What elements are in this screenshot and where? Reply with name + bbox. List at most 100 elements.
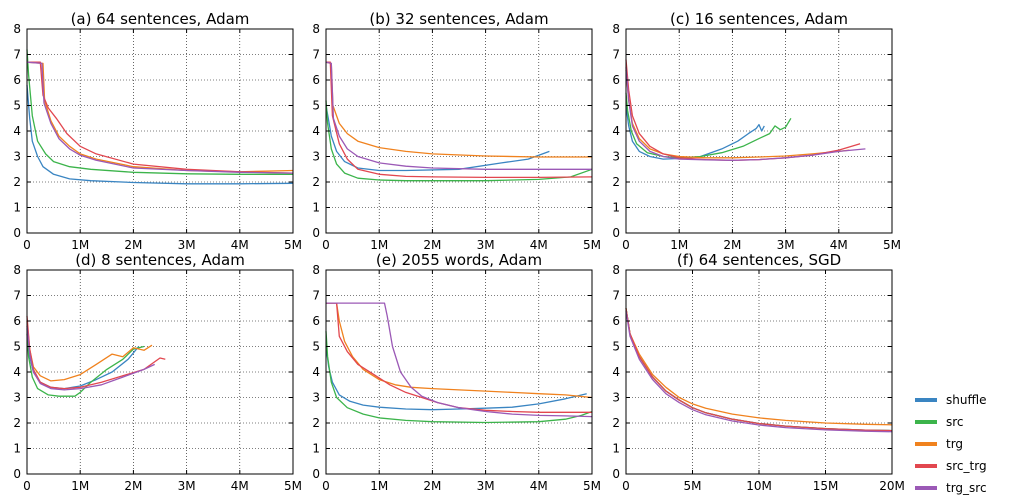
y-tick-label: 3 (13, 391, 21, 405)
chart-title: (e) 2055 words, Adam (376, 251, 542, 269)
y-tick-label: 1 (312, 442, 320, 456)
x-tick-label: 4M (231, 238, 249, 252)
chart-panel-1: 0 1M 2M 3M 4M 5M 0 1 2 3 4 5 6 7 8 (a) 64 sentences, Ad… (13, 10, 302, 252)
y-tick-label: 0 (612, 226, 620, 240)
x-tick-label: 5M (583, 479, 601, 493)
series-line-trg_src (325, 61, 592, 170)
series-line-src_trg (27, 61, 294, 174)
y-tick-label: 7 (312, 289, 320, 303)
series-line-trg_src (26, 61, 294, 174)
series-line-trg (625, 308, 893, 426)
y-tick-label: 0 (312, 226, 320, 240)
y-tick-label: 0 (13, 226, 21, 240)
chart-title: (f) 64 sentences, SGD (677, 251, 841, 269)
chart-panel-3: 0 1M 2M 3M 4M 5M 0 1 2 3 4 5 6 7 8 (c) 16 sentences, Ad… (612, 10, 901, 252)
y-tick-label: 1 (612, 201, 620, 215)
series-line-src_trg (625, 59, 861, 161)
y-tick-label: 0 (612, 467, 620, 481)
series-line-trg_src (26, 326, 155, 391)
y-tick-label: 7 (312, 48, 320, 62)
y-tick-label: 7 (13, 289, 21, 303)
chart-panel-2: 0 1M 2M 3M 4M 5M 0 1 2 3 4 5 6 7 8 (b) 32 sentences, Ad… (312, 10, 601, 252)
y-tick-label: 8 (312, 22, 320, 36)
y-tick-label: 6 (312, 73, 320, 87)
x-tick-label: 0 (622, 479, 630, 493)
series-line-src (26, 333, 145, 397)
legend: shuffle src trg src_trg trg_src (915, 393, 987, 495)
series-line-src_trg (326, 302, 592, 413)
legend-label-src_trg: src_trg (946, 459, 987, 473)
series-line-trg (325, 61, 592, 158)
y-tick-label: 6 (612, 73, 620, 87)
y-tick-label: 0 (312, 467, 320, 481)
x-tick-label: 5M (583, 238, 601, 252)
x-tick-label: 10M (746, 479, 772, 493)
x-tick-label: 4M (231, 479, 249, 493)
x-tick-label: 3M (777, 238, 795, 252)
series-line-trg (26, 61, 294, 173)
x-tick-label: 20M (879, 479, 905, 493)
x-tick-label: 2M (423, 479, 441, 493)
y-tick-label: 2 (312, 416, 320, 430)
y-tick-label: 1 (13, 442, 21, 456)
y-tick-label: 3 (13, 150, 21, 164)
series-line-src (325, 100, 593, 182)
legend-label-trg_src: trg_src (946, 481, 987, 495)
series-line-src (325, 331, 593, 424)
y-tick-label: 8 (612, 263, 620, 277)
series-line-src_trg (326, 61, 593, 179)
series-line-src_trg (625, 308, 893, 432)
y-tick-label: 8 (13, 263, 21, 277)
y-tick-label: 3 (612, 391, 620, 405)
x-tick-label: 1M (670, 238, 688, 252)
x-tick-label: 4M (530, 238, 548, 252)
y-tick-label: 1 (312, 201, 320, 215)
chart-panel-4: 0 1M 2M 3M 4M 5M 0 1 2 3 4 5 6 7 8 (d) 8 sentences, Ada… (13, 251, 302, 493)
y-tick-label: 2 (13, 416, 21, 430)
chart-title: (b) 32 sentences, Adam (369, 10, 548, 28)
y-tick-label: 7 (612, 289, 620, 303)
y-tick-label: 8 (13, 22, 21, 36)
series-line-shuffle (26, 85, 294, 185)
y-tick-label: 5 (312, 340, 320, 354)
x-tick-label: 4M (530, 479, 548, 493)
x-tick-label: 15M (813, 479, 839, 493)
chart-panel-5: 0 1M 2M 3M 4M 5M 0 1 2 3 4 5 6 7 8 (e) 2055 words, Adam (312, 251, 601, 493)
y-tick-label: 2 (13, 175, 21, 189)
x-tick-label: 2M (423, 238, 441, 252)
y-tick-label: 1 (612, 442, 620, 456)
y-tick-label: 7 (13, 48, 21, 62)
y-tick-label: 3 (612, 150, 620, 164)
series-line-shuffle (325, 346, 587, 411)
chart-title: (a) 64 sentences, Adam (71, 10, 250, 28)
x-tick-label: 2M (723, 238, 741, 252)
y-tick-label: 4 (612, 124, 620, 138)
y-tick-label: 3 (312, 391, 320, 405)
y-tick-label: 5 (13, 99, 21, 113)
y-tick-label: 5 (312, 99, 320, 113)
chart-title: (d) 8 sentences, Adam (75, 251, 245, 269)
y-tick-label: 6 (312, 314, 320, 328)
y-tick-label: 8 (312, 263, 320, 277)
x-tick-label: 4M (830, 238, 848, 252)
series-line-shuffle (625, 105, 765, 160)
series-line-trg (326, 302, 593, 399)
y-tick-label: 4 (13, 365, 21, 379)
y-tick-label: 4 (312, 365, 320, 379)
x-tick-label: 5M (284, 479, 302, 493)
y-tick-label: 6 (13, 73, 21, 87)
y-tick-label: 5 (13, 340, 21, 354)
y-tick-label: 2 (312, 175, 320, 189)
series-line-trg_src (625, 310, 893, 433)
y-tick-label: 5 (612, 99, 620, 113)
x-tick-label: 2M (124, 238, 142, 252)
x-tick-label: 3M (178, 479, 196, 493)
series-line-trg_src (625, 67, 866, 161)
x-tick-label: 3M (477, 238, 495, 252)
x-tick-label: 5M (284, 238, 302, 252)
x-tick-label: 1M (370, 479, 388, 493)
x-tick-label: 1M (71, 479, 89, 493)
x-tick-label: 3M (178, 238, 196, 252)
x-tick-label: 2M (124, 479, 142, 493)
